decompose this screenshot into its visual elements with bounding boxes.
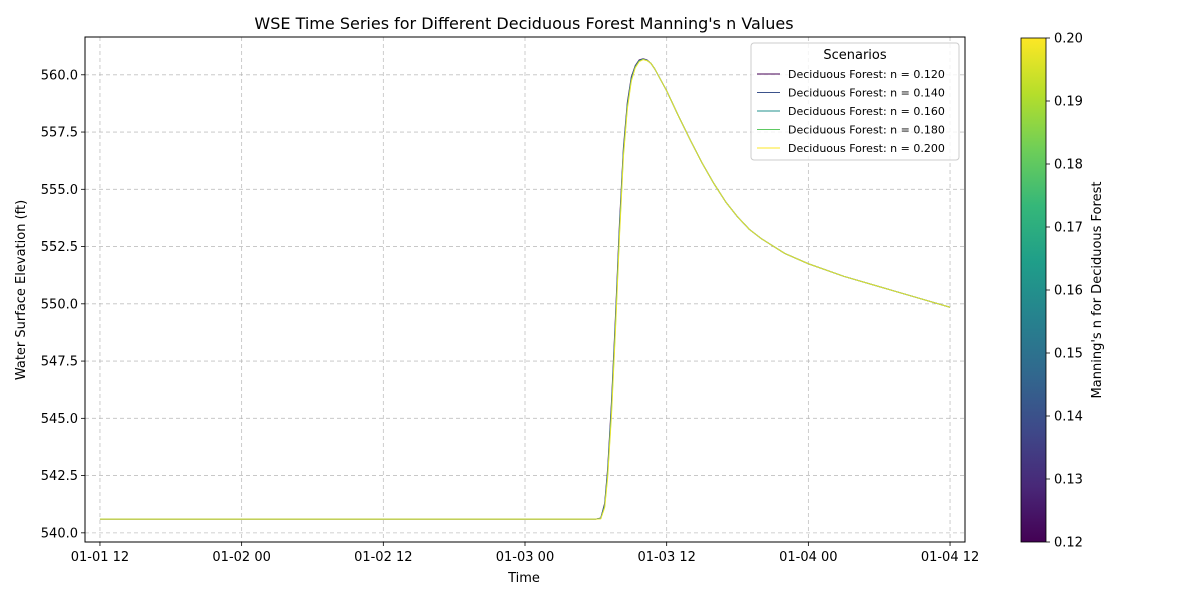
legend-label: Deciduous Forest: n = 0.120 [788, 68, 945, 81]
y-tick-label: 542.5 [41, 469, 78, 484]
y-tick-label: 555.0 [41, 183, 78, 198]
legend-label: Deciduous Forest: n = 0.140 [788, 87, 945, 100]
colorbar-tick-label: 0.14 [1054, 410, 1083, 425]
x-tick-label: 01-01 12 [71, 550, 129, 565]
y-tick-label: 540.0 [41, 526, 78, 541]
legend-item: Deciduous Forest: n = 0.120 [757, 68, 945, 81]
y-tick-label: 560.0 [41, 68, 78, 83]
y-axis-label: Water Surface Elevation (ft) [14, 200, 29, 380]
colorbar-tick-label: 0.12 [1054, 536, 1083, 551]
series-layer [99, 58, 951, 520]
legend-frame [750, 42, 960, 161]
x-tick-label: 01-03 12 [637, 550, 695, 565]
y-tick-label: 552.5 [41, 240, 78, 255]
y-tick-label: 545.0 [41, 412, 78, 427]
series-line-5 [99, 59, 951, 520]
x-axis-ticks: 01-01 12 01-02 00 01-02 12 01-03 00 01-03 12… [71, 542, 979, 565]
x-tick-label: 01-02 12 [354, 550, 412, 565]
colorbar-tick-label: 0.17 [1054, 221, 1083, 236]
x-tick-label: 01-02 00 [212, 550, 270, 565]
colorbar-tick-label: 0.19 [1054, 95, 1083, 110]
x-tick-label: 01-03 00 [496, 550, 554, 565]
colorbar: 0.12 0.13 0.14 0.15 0.16 0.17 0.18 0.19 0.20 Man… [1020, 32, 1105, 551]
x-tick-label: 01-04 00 [779, 550, 837, 565]
colorbar-gradient [1021, 38, 1046, 542]
legend-title: Scenarios [823, 48, 887, 63]
legend-label: Deciduous Forest: n = 0.200 [788, 142, 945, 155]
legend-item: Deciduous Forest: n = 0.160 [757, 105, 945, 118]
colorbar-ticks: 0.12 0.13 0.14 0.15 0.16 0.17 0.18 0.19 0.20 [1046, 32, 1083, 551]
legend: Scenarios Deciduous Forest: n = 0.120Dec… [750, 42, 960, 161]
legend-label: Deciduous Forest: n = 0.160 [788, 105, 945, 118]
y-tick-label: 550.0 [41, 297, 78, 312]
legend-item: Deciduous Forest: n = 0.140 [757, 87, 945, 100]
legend-item: Deciduous Forest: n = 0.180 [757, 124, 945, 137]
colorbar-label: Manning's n for Deciduous Forest [1090, 182, 1105, 399]
colorbar-tick-label: 0.20 [1054, 32, 1083, 47]
x-axis-label: Time [507, 571, 540, 586]
y-tick-label: 547.5 [41, 355, 78, 370]
y-tick-label: 557.5 [41, 126, 78, 141]
legend-item: Deciduous Forest: n = 0.200 [757, 142, 945, 155]
colorbar-tick-label: 0.16 [1054, 284, 1083, 299]
x-tick-label: 01-04 12 [921, 550, 979, 565]
y-axis-ticks: 540.0 542.5 545.0 547.5 550.0 552.5 555.0 557.5… [41, 68, 85, 541]
colorbar-tick-label: 0.15 [1054, 347, 1083, 362]
legend-label: Deciduous Forest: n = 0.180 [788, 124, 945, 137]
legend-entries: Deciduous Forest: n = 0.120 Deciduous For… [757, 68, 945, 155]
chart-title: WSE Time Series for Different Deciduous … [254, 14, 793, 33]
colorbar-tick-label: 0.13 [1054, 473, 1083, 488]
colorbar-tick-label: 0.18 [1054, 158, 1083, 173]
